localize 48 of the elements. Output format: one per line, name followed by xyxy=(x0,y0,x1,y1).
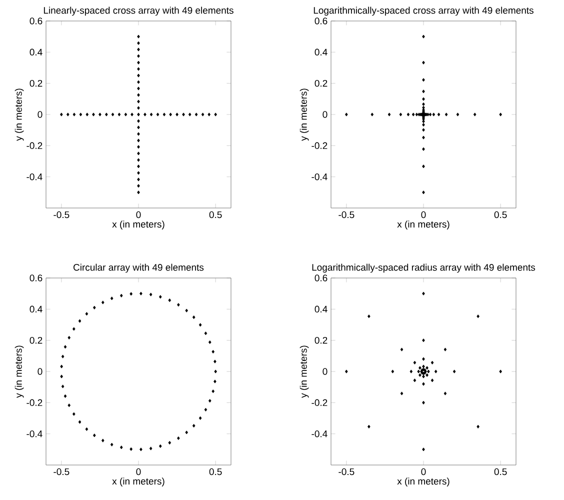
y-tick-label: 0.6 xyxy=(314,18,328,24)
y-tick-label: 0 xyxy=(38,111,42,118)
y-tick-label: -0.2 xyxy=(312,399,328,406)
chart-title: Linearly-spaced cross array with 49 elements xyxy=(44,6,234,16)
x-tick-label: 0 xyxy=(136,211,141,218)
chart-title: Circular array with 49 elements xyxy=(74,264,204,273)
x-axis-title: x (in meters) xyxy=(397,478,450,486)
y-tick-label: 0.2 xyxy=(30,80,42,87)
y-tick-label: -0.4 xyxy=(312,173,328,180)
y-tick-label: -0.4 xyxy=(312,430,328,438)
y-tick-label: 0.4 xyxy=(30,48,42,56)
y-tick-label: 0.2 xyxy=(30,336,42,344)
y-tick-label: 0.4 xyxy=(314,48,328,56)
y-tick-label: 0 xyxy=(322,368,328,375)
x-tick-label: -0.5 xyxy=(338,211,354,218)
y-axis-title: y (in meters) xyxy=(14,346,24,398)
y-tick-label: -0.4 xyxy=(26,173,42,180)
y-tick-label: 0 xyxy=(322,111,328,118)
x-tick-label: -0.5 xyxy=(338,468,354,476)
x-tick-label: 0 xyxy=(421,468,426,476)
chart-title: Logarithmically-spaced cross array with 49 elements xyxy=(314,6,534,16)
y-tick-label: -0.2 xyxy=(312,142,328,150)
y-tick-label: 0.6 xyxy=(314,274,328,282)
chart-title: Logarithmically-spaced radius array with 49 elements xyxy=(312,264,536,273)
x-tick-label: 0 xyxy=(136,468,141,476)
y-axis-title: y (in meters) xyxy=(14,88,24,141)
y-tick-label: 0.2 xyxy=(314,336,328,344)
x-tick-label: 0.5 xyxy=(209,211,222,218)
x-axis-title: x (in meters) xyxy=(112,478,164,486)
y-tick-label: 0.4 xyxy=(30,306,42,313)
x-axis-title: x (in meters) xyxy=(397,220,450,230)
y-tick-label: 0.2 xyxy=(314,80,328,87)
y-tick-label: -0.2 xyxy=(26,399,42,406)
x-tick-label: 0.5 xyxy=(494,211,507,218)
y-axis-title: y (in meters) xyxy=(300,346,309,398)
y-tick-label: 0.6 xyxy=(30,18,42,24)
x-tick-label: 0.5 xyxy=(209,468,222,476)
y-tick-label: -0.2 xyxy=(26,142,42,150)
y-tick-label: 0.4 xyxy=(314,306,328,313)
y-tick-label: -0.4 xyxy=(26,430,42,438)
y-tick-label: 0.6 xyxy=(30,274,42,282)
x-axis-title: x (in meters) xyxy=(112,220,164,230)
y-tick-label: 0 xyxy=(38,368,42,375)
x-tick-label: 0.5 xyxy=(494,468,507,476)
y-axis-title: y (in meters) xyxy=(300,88,309,141)
x-tick-label: -0.5 xyxy=(54,211,70,218)
x-tick-label: 0 xyxy=(421,211,426,218)
x-tick-label: -0.5 xyxy=(54,468,70,476)
